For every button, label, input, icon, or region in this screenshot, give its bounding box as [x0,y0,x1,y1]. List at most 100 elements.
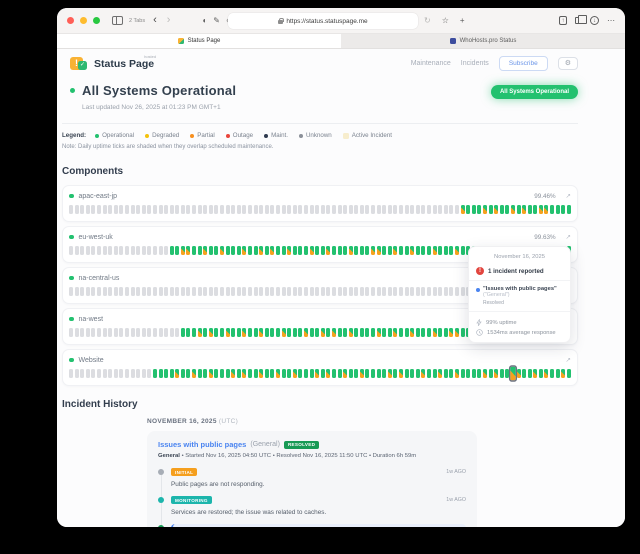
uptime-tick[interactable] [253,287,258,296]
back-button[interactable]: ‹ [153,14,157,26]
uptime-tick[interactable] [136,287,141,296]
uptime-tick[interactable] [427,328,431,337]
uptime-tick[interactable] [365,369,370,378]
uptime-tick[interactable] [236,328,241,337]
uptime-tick[interactable] [158,246,163,255]
uptime-tick[interactable] [169,205,174,214]
uptime-tick[interactable] [186,369,191,378]
uptime-tick[interactable] [494,205,499,214]
uptime-tick[interactable] [275,287,280,296]
uptime-tick[interactable] [124,328,129,337]
uptime-tick[interactable] [253,328,258,337]
uptime-tick[interactable] [264,369,269,378]
uptime-tick[interactable] [220,205,225,214]
uptime-tick[interactable] [248,287,252,296]
uptime-tick[interactable] [164,205,169,214]
uptime-tick[interactable] [410,246,415,255]
uptime-tick[interactable] [85,369,90,378]
uptime-tick[interactable] [499,369,504,378]
uptime-tick[interactable] [454,246,459,255]
uptime-tick[interactable] [236,246,241,255]
uptime-tick[interactable] [365,287,370,296]
uptime-tick[interactable] [331,369,336,378]
uptime-tick[interactable] [186,246,191,255]
uptime-tick[interactable] [421,246,426,255]
uptime-tick[interactable] [365,205,370,214]
uptime-tick[interactable] [449,205,454,214]
uptime-tick[interactable] [309,246,314,255]
uptime-tick[interactable] [460,287,465,296]
uptime-tick[interactable] [443,205,448,214]
uptime-tick[interactable] [203,369,208,378]
uptime-tick[interactable] [242,328,247,337]
uptime-tick[interactable] [147,246,152,255]
uptime-tick[interactable] [348,287,353,296]
uptime-tick[interactable] [152,287,157,296]
uptime-tick[interactable] [427,246,431,255]
uptime-tick[interactable] [152,369,157,378]
uptime-tick[interactable] [393,369,398,378]
uptime-tick[interactable] [544,205,549,214]
uptime-tick[interactable] [421,205,426,214]
uptime-tick[interactable] [449,246,454,255]
uptime-tick[interactable] [220,328,225,337]
uptime-tick[interactable] [438,287,443,296]
uptime-tick[interactable] [292,205,297,214]
uptime-tick[interactable] [443,328,448,337]
uptime-tick[interactable] [91,328,96,337]
uptime-tick[interactable] [113,287,118,296]
uptime-tick[interactable] [432,246,437,255]
uptime-tick[interactable] [275,205,280,214]
tab-overview-icon[interactable] [575,15,587,24]
uptime-tick[interactable] [248,246,252,255]
uptime-tick[interactable] [152,246,157,255]
uptime-tick[interactable] [158,287,163,296]
uptime-tick[interactable] [80,205,85,214]
uptime-tick[interactable] [203,205,208,214]
uptime-tick[interactable] [220,287,225,296]
uptime-tick[interactable] [561,205,566,214]
uptime-tick[interactable] [119,328,124,337]
uptime-tick[interactable] [399,246,404,255]
uptime-tick[interactable] [91,205,96,214]
uptime-tick[interactable] [326,369,331,378]
uptime-tick[interactable] [242,287,247,296]
uptime-tick[interactable] [270,205,275,214]
uptime-tick[interactable] [337,246,342,255]
uptime-tick[interactable] [382,246,387,255]
uptime-tick[interactable] [175,287,180,296]
uptime-tick[interactable] [108,246,113,255]
uptime-tick[interactable] [292,287,297,296]
uptime-tick[interactable] [399,205,404,214]
downloads-icon[interactable]: ↓ [590,16,599,25]
uptime-tick[interactable] [326,287,331,296]
uptime-tick[interactable] [208,205,213,214]
forward-button[interactable]: › [166,14,171,26]
uptime-tick[interactable] [180,205,185,214]
uptime-tick[interactable] [141,246,146,255]
uptime-tick[interactable] [85,205,90,214]
uptime-tick[interactable] [270,369,275,378]
uptime-tick[interactable] [113,328,118,337]
uptime-tick[interactable] [410,287,415,296]
uptime-tick[interactable] [275,328,280,337]
uptime-tick[interactable] [169,369,174,378]
subscribe-button[interactable]: Subscribe [498,56,548,71]
uptime-tick[interactable] [348,328,353,337]
uptime-tick[interactable] [85,328,90,337]
uptime-tick[interactable] [91,287,96,296]
more-menu-icon[interactable]: ⋯ [607,15,615,25]
settings-gear-button[interactable]: ⚙ [557,57,578,70]
uptime-tick[interactable] [113,205,118,214]
uptime-tick[interactable] [69,246,73,255]
uptime-tick[interactable] [281,205,286,214]
uptime-tick[interactable] [102,246,107,255]
uptime-tick[interactable] [376,369,381,378]
uptime-tick[interactable] [415,369,420,378]
uptime-tick[interactable] [298,246,303,255]
uptime-tick[interactable] [197,205,202,214]
uptime-tick[interactable] [180,287,185,296]
uptime-tick[interactable] [298,328,303,337]
uptime-tick[interactable] [281,246,286,255]
uptime-tick[interactable] [208,246,213,255]
